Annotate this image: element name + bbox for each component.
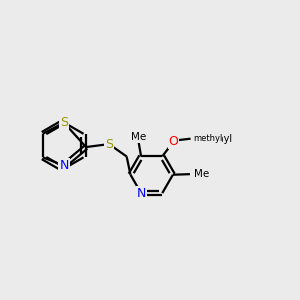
Text: S: S	[105, 138, 113, 151]
Text: N: N	[136, 187, 146, 200]
Text: S: S	[60, 116, 68, 129]
Text: methyl: methyl	[193, 134, 222, 143]
Text: N: N	[59, 159, 69, 172]
Text: O: O	[169, 135, 178, 148]
Text: methyl: methyl	[198, 134, 232, 144]
Text: Me: Me	[130, 132, 146, 142]
Text: Me: Me	[194, 169, 210, 179]
